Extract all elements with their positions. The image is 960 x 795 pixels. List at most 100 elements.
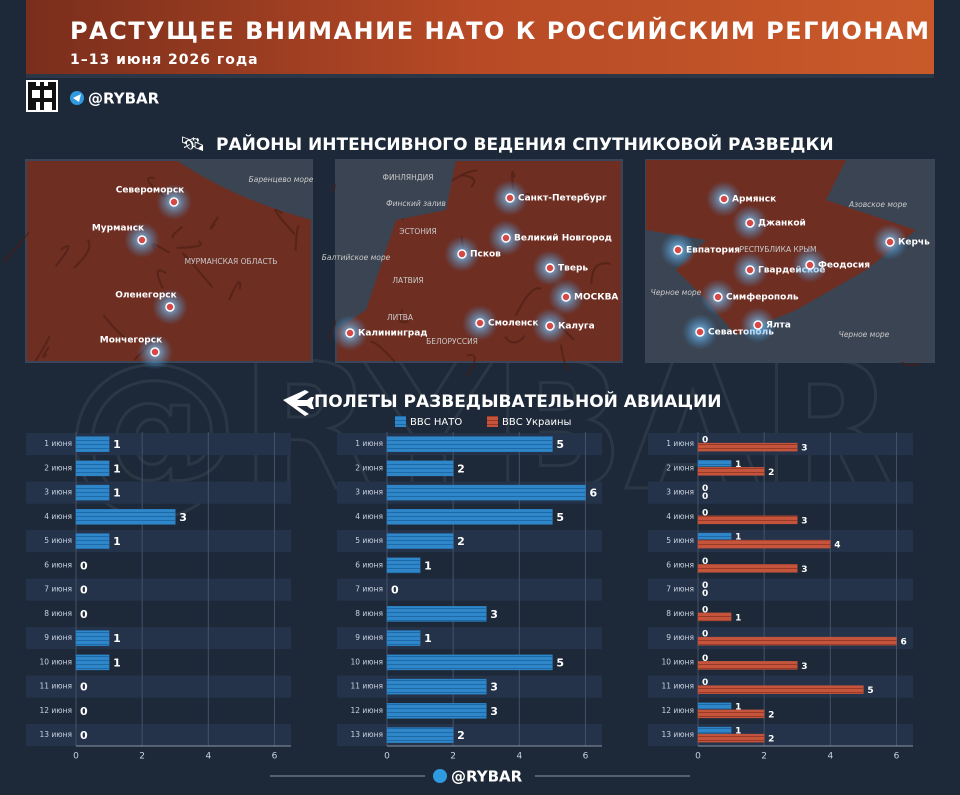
city-label: Калуга [558, 322, 595, 332]
city-label: Псков [470, 250, 501, 260]
y-tick-label: 2 июня [44, 463, 72, 472]
row-band [648, 578, 913, 601]
bar [697, 702, 732, 710]
bar [697, 564, 798, 573]
legend-swatch [487, 416, 498, 427]
x-tick-label: 6 [894, 752, 900, 762]
bar [386, 484, 586, 501]
city-marker [885, 237, 895, 247]
y-tick-label: 7 июня [44, 585, 72, 594]
x-tick-label: 6 [272, 752, 278, 762]
city-label: Армянск [732, 195, 776, 205]
brand: @RYBAR [88, 90, 160, 108]
row-band [337, 578, 602, 601]
y-tick-label: 2 июня [666, 463, 694, 472]
city-label: Мончегорск [100, 336, 162, 346]
value-label: 0 [702, 605, 708, 615]
value-label: 3 [490, 681, 498, 694]
sea [336, 160, 456, 330]
x-tick-label: 4 [516, 752, 522, 762]
city-marker [165, 302, 175, 312]
x-tick-label: 2 [761, 752, 767, 762]
header-rule [26, 74, 934, 78]
bar [697, 709, 765, 719]
terrain [102, 314, 130, 342]
city-label: Феодосия [818, 261, 870, 271]
value-label: 1 [113, 656, 121, 669]
region-label: РЕСПУБЛИКА КРЫМ [740, 245, 817, 254]
qr-cell [52, 86, 56, 90]
qr-cell [28, 106, 32, 110]
y-tick-label: 5 июня [355, 536, 383, 545]
terrain [560, 344, 570, 371]
y-tick-label: 1 июня [355, 439, 383, 448]
value-label: 3 [490, 705, 498, 718]
value-label: 2 [768, 468, 774, 478]
y-tick-label: 5 июня [44, 536, 72, 545]
value-label: 0 [702, 484, 708, 494]
city-label: МОСКВА [574, 293, 618, 303]
value-label: 2 [457, 729, 465, 742]
city-marker [169, 197, 179, 207]
region-label: ФИНЛЯНДИЯ [383, 173, 434, 182]
qr-cell [32, 102, 36, 106]
city-marker [137, 235, 147, 245]
qr-cell [28, 82, 32, 86]
plane-icon [283, 390, 314, 416]
y-tick-label: 12 июня [350, 706, 383, 715]
bar [75, 460, 110, 477]
value-label: 0 [80, 559, 88, 572]
value-label: 1 [424, 632, 432, 645]
y-tick-label: 4 июня [666, 512, 694, 521]
region-label: ЭСТОНИЯ [399, 227, 436, 236]
value-label: 5 [556, 511, 564, 524]
header-band [26, 0, 934, 74]
value-label: 3 [801, 565, 807, 575]
value-label: 1 [735, 613, 741, 623]
city-marker [805, 260, 815, 270]
x-tick-label: 4 [827, 752, 833, 762]
terrain [42, 346, 50, 359]
value-label: 2 [768, 735, 774, 745]
city-label: Евпатория [686, 246, 740, 256]
qr-cell [40, 106, 44, 110]
terrain [171, 225, 184, 239]
qr-cell [28, 98, 32, 102]
city-label: Гвардейское [758, 266, 825, 276]
y-tick-label: 9 июня [666, 633, 694, 642]
y-tick-label: 6 июня [666, 560, 694, 569]
city-marker [150, 347, 160, 357]
qr-cell [40, 90, 44, 94]
terrain [72, 238, 91, 269]
qr-cell [28, 102, 32, 106]
terrain [156, 269, 167, 289]
sea-label: Азовское море [848, 200, 907, 209]
y-tick-label: 11 июня [350, 682, 383, 691]
city-label: Великий Новгород [514, 234, 612, 244]
city-label: Симферополь [726, 293, 799, 303]
city-marker [345, 328, 355, 338]
value-label: 0 [80, 729, 88, 742]
bar [386, 703, 487, 719]
y-tick-label: 7 июня [666, 585, 694, 594]
terrain [590, 262, 611, 284]
qr-cell [32, 106, 36, 110]
bar [386, 727, 454, 743]
y-tick-label: 4 июня [44, 512, 72, 521]
terrain [2, 231, 30, 264]
value-label: 0 [702, 508, 708, 518]
value-label: 0 [702, 581, 708, 591]
bar [75, 484, 110, 501]
city-marker [545, 321, 555, 331]
subtitle: 1–13 июня 2026 года [70, 52, 259, 68]
value-label: 0 [80, 705, 88, 718]
value-label: 2 [457, 462, 465, 475]
value-label: 3 [801, 444, 807, 454]
value-label: 1 [424, 559, 432, 572]
city-label: Джанкой [758, 219, 806, 229]
city-marker [673, 245, 683, 255]
value-label: 1 [735, 727, 741, 737]
value-label: 0 [702, 589, 708, 599]
qr-cell [52, 82, 56, 86]
telegram-icon [433, 769, 447, 783]
